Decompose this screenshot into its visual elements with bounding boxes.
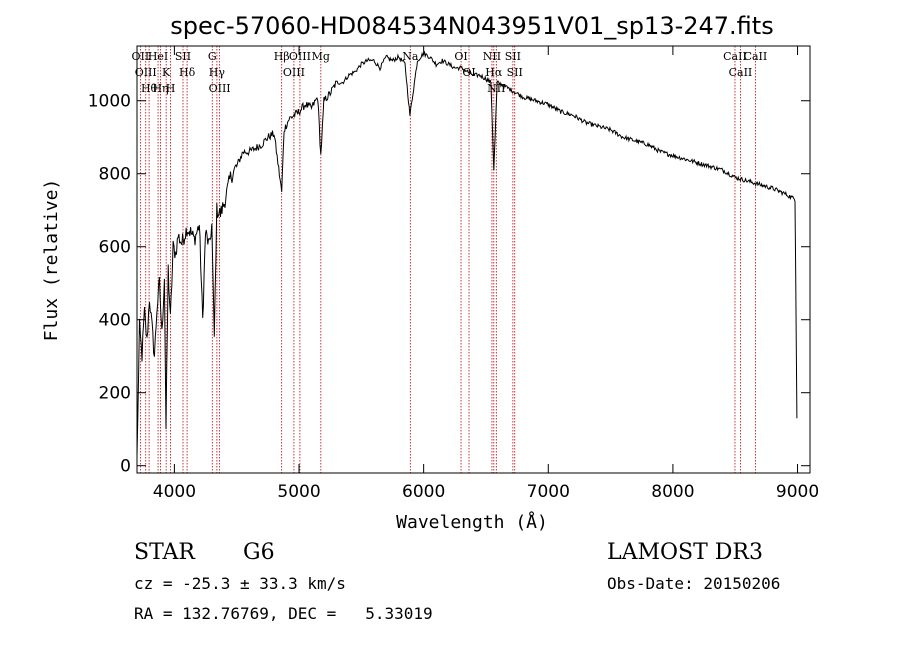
line-marker-label: Mg: [312, 50, 330, 63]
x-axis-label: Wavelength (Å): [396, 511, 548, 533]
x-tick-label: 5000: [277, 482, 320, 502]
spectrum-line: [136, 50, 798, 456]
line-marker-label: SII: [175, 50, 191, 63]
object-subclass: G6: [243, 540, 275, 565]
x-tick-label: 7000: [527, 482, 570, 502]
line-marker-label: Hη: [152, 82, 168, 95]
line-marker-label: Hδ: [179, 66, 196, 79]
y-tick-label: 400: [99, 311, 131, 331]
x-tick-label: 8000: [651, 482, 694, 502]
line-marker-label: OIII: [289, 50, 311, 63]
y-axis-ticks: 0 200 400 600 800 1000: [88, 92, 810, 477]
line-marker-label: H: [166, 82, 176, 95]
redshift-text: cz = -25.3 ± 33.3 km/s: [134, 574, 346, 593]
line-marker-label: SII: [507, 66, 523, 79]
line-marker-label: SII: [505, 50, 521, 63]
line-marker-label: Hγ: [209, 66, 226, 79]
line-marker-label: OII: [132, 50, 150, 63]
spectral-line-markers: [139, 46, 756, 473]
y-axis-label: Flux (relative): [41, 179, 62, 342]
line-marker-label: OIII: [283, 66, 305, 79]
x-axis-ticks: 4000 5000 6000 7000 8000 9000: [153, 46, 819, 502]
x-tick-label: 9000: [776, 482, 819, 502]
line-marker-label: Hα: [485, 66, 503, 79]
line-marker-label: OIII: [209, 82, 231, 95]
line-marker-label: Hθ: [141, 82, 158, 95]
y-tick-label: 600: [99, 238, 131, 258]
line-marker-label: CaII: [744, 50, 768, 63]
chart-title: spec-57060-HD084534N043951V01_sp13-247.f…: [170, 12, 773, 40]
plot-frame: [136, 45, 811, 474]
line-marker-label: OIII: [135, 66, 157, 79]
spectrum-chart: spec-57060-HD084534N043951V01_sp13-247.f…: [41, 12, 819, 533]
coordinates-text: RA = 132.76769, DEC = 5.33019: [134, 604, 433, 623]
line-marker-label: OI: [454, 50, 467, 63]
y-tick-label: 800: [99, 165, 131, 185]
line-marker-label: G: [208, 50, 217, 63]
observation-date: Obs-Date: 20150206: [607, 574, 781, 593]
line-marker-label: Hβ: [274, 50, 290, 63]
line-marker-label: CaII: [729, 66, 753, 79]
line-marker-label: NII: [483, 50, 501, 63]
line-marker-label: CaII: [723, 50, 747, 63]
x-tick-label: 6000: [402, 482, 445, 502]
line-marker-label: K: [162, 66, 171, 79]
object-class: STAR: [134, 540, 195, 565]
line-marker-label: HeI: [148, 50, 168, 63]
survey-name: LAMOST DR3: [607, 540, 763, 565]
y-tick-label: 200: [99, 384, 131, 404]
y-tick-label: 1000: [88, 92, 131, 112]
y-tick-label: 0: [120, 457, 131, 477]
line-marker-label: Na: [402, 50, 419, 63]
x-tick-label: 4000: [153, 482, 196, 502]
